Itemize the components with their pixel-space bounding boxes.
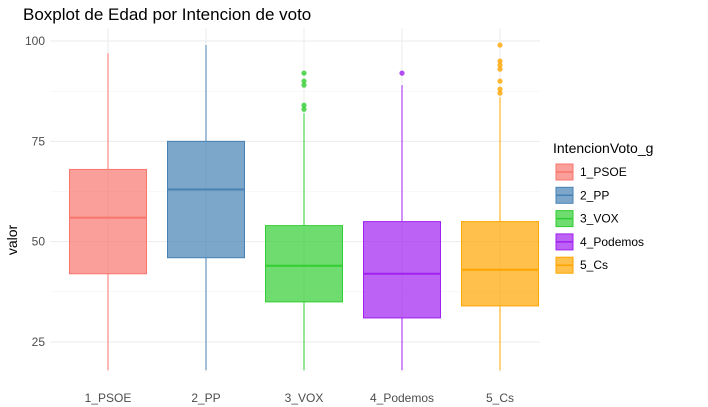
outlier-point — [301, 102, 307, 108]
y-tick-label: 25 — [32, 335, 46, 349]
x-tick-label: 2_PP — [191, 391, 220, 405]
box — [363, 221, 441, 319]
boxes — [69, 42, 539, 371]
legend-item-1_PSOE: 1_PSOE — [555, 163, 627, 181]
box-4_Podemos — [363, 70, 441, 371]
y-tick-label: 100 — [25, 34, 45, 48]
legend-item-4_Podemos: 4_Podemos — [555, 233, 644, 251]
box-2_PP — [167, 45, 245, 371]
legend-label: 5_Cs — [580, 258, 608, 272]
outlier-point — [497, 66, 503, 72]
outlier-point — [497, 78, 503, 84]
legend-item-3_VOX: 3_VOX — [555, 210, 619, 228]
legend: 1_PSOE 2_PP 3_VOX 4_Podemos 5_Cs — [555, 163, 644, 274]
x-tick-label: 3_VOX — [285, 391, 324, 405]
box — [167, 140, 245, 259]
box-3_VOX — [265, 70, 343, 371]
legend-label: 2_PP — [580, 188, 609, 202]
outlier-point — [399, 70, 405, 76]
y-axis-label: valor — [4, 224, 20, 255]
legend-label: 4_Podemos — [580, 235, 644, 249]
legend-item-5_Cs: 5_Cs — [555, 256, 608, 274]
legend-title: IntencionVoto_g — [553, 140, 653, 156]
x-tick-label: 1_PSOE — [85, 391, 132, 405]
y-tick-label: 75 — [32, 134, 46, 148]
legend-item-2_PP: 2_PP — [555, 186, 609, 204]
box — [265, 225, 343, 303]
box-1_PSOE — [69, 53, 147, 371]
outlier-point — [301, 78, 307, 84]
outlier-point — [301, 70, 307, 76]
outlier-point — [301, 82, 307, 88]
outlier-point — [497, 42, 503, 48]
outlier-point — [497, 90, 503, 96]
x-tick-label: 4_Podemos — [370, 391, 434, 405]
legend-label: 1_PSOE — [580, 165, 627, 179]
box — [69, 168, 147, 275]
outlier-point — [497, 62, 503, 68]
outlier-point — [301, 106, 307, 112]
chart-title: Boxplot de Edad por Intencion de voto — [23, 5, 311, 24]
y-tick-label: 50 — [32, 235, 46, 249]
box — [461, 221, 539, 307]
legend-label: 3_VOX — [580, 212, 619, 226]
box-5_Cs — [461, 42, 539, 371]
axes: 25 50 75 100 1_PSOE 2_PP 3_VOX 4_Podemos 5_Cs — [25, 34, 514, 405]
outlier-point — [497, 86, 503, 92]
outlier-point — [497, 58, 503, 64]
x-tick-label: 5_Cs — [486, 391, 514, 405]
